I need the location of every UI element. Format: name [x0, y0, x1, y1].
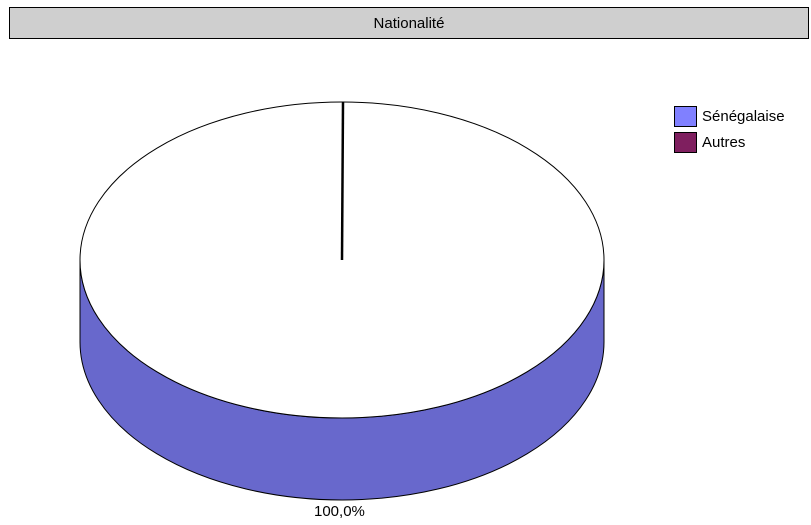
legend-item-autres: Autres — [674, 129, 785, 155]
legend-label-autres: Autres — [702, 133, 746, 151]
legend-item-senegalaise: Sénégalaise — [674, 103, 785, 129]
legend-label-senegalaise: Sénégalaise — [702, 107, 785, 125]
legend: Sénégalaise Autres — [674, 103, 785, 155]
pie-slice-autres — [340, 101, 345, 261]
legend-swatch-autres — [674, 131, 697, 153]
chart-title: Nationalité — [9, 7, 809, 39]
data-label-senegalaise: 100,0% — [314, 503, 365, 520]
legend-swatch-senegalaise — [674, 105, 697, 127]
